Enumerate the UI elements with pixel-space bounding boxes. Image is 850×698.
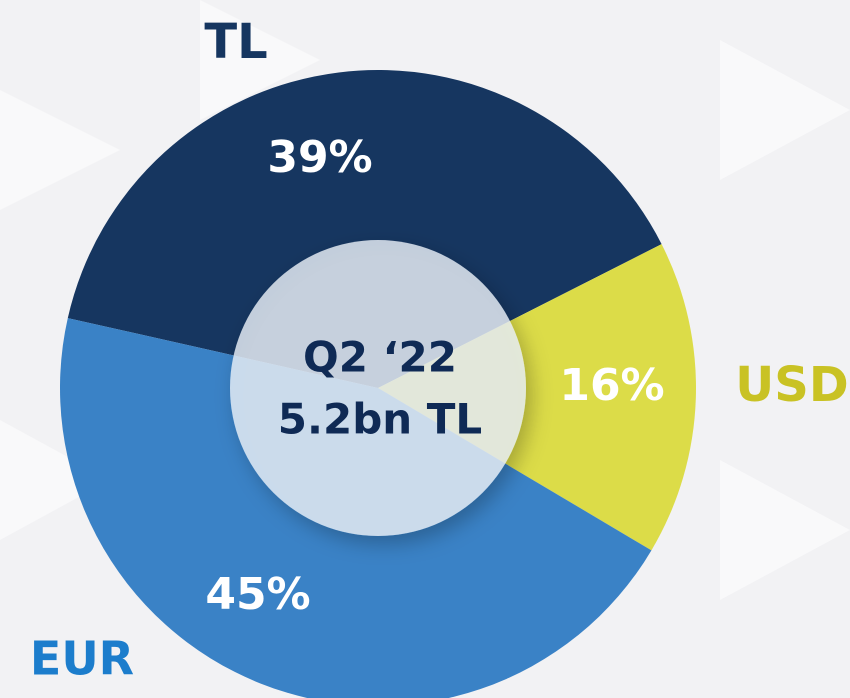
background-pattern	[0, 0, 850, 600]
center-text: Q2 ‘22	[303, 333, 457, 382]
pie-slice	[378, 244, 696, 551]
category-label: USD	[735, 357, 848, 413]
value-label: 16%	[559, 360, 664, 411]
pie-slice	[67, 69, 662, 388]
center-circle	[230, 240, 526, 536]
value-label: 39%	[267, 132, 372, 183]
category-label: TL	[204, 14, 267, 70]
category-label: EUR	[30, 632, 134, 686]
center-text: 5.2bn TL	[278, 395, 482, 444]
value-label: 45%	[205, 569, 310, 620]
